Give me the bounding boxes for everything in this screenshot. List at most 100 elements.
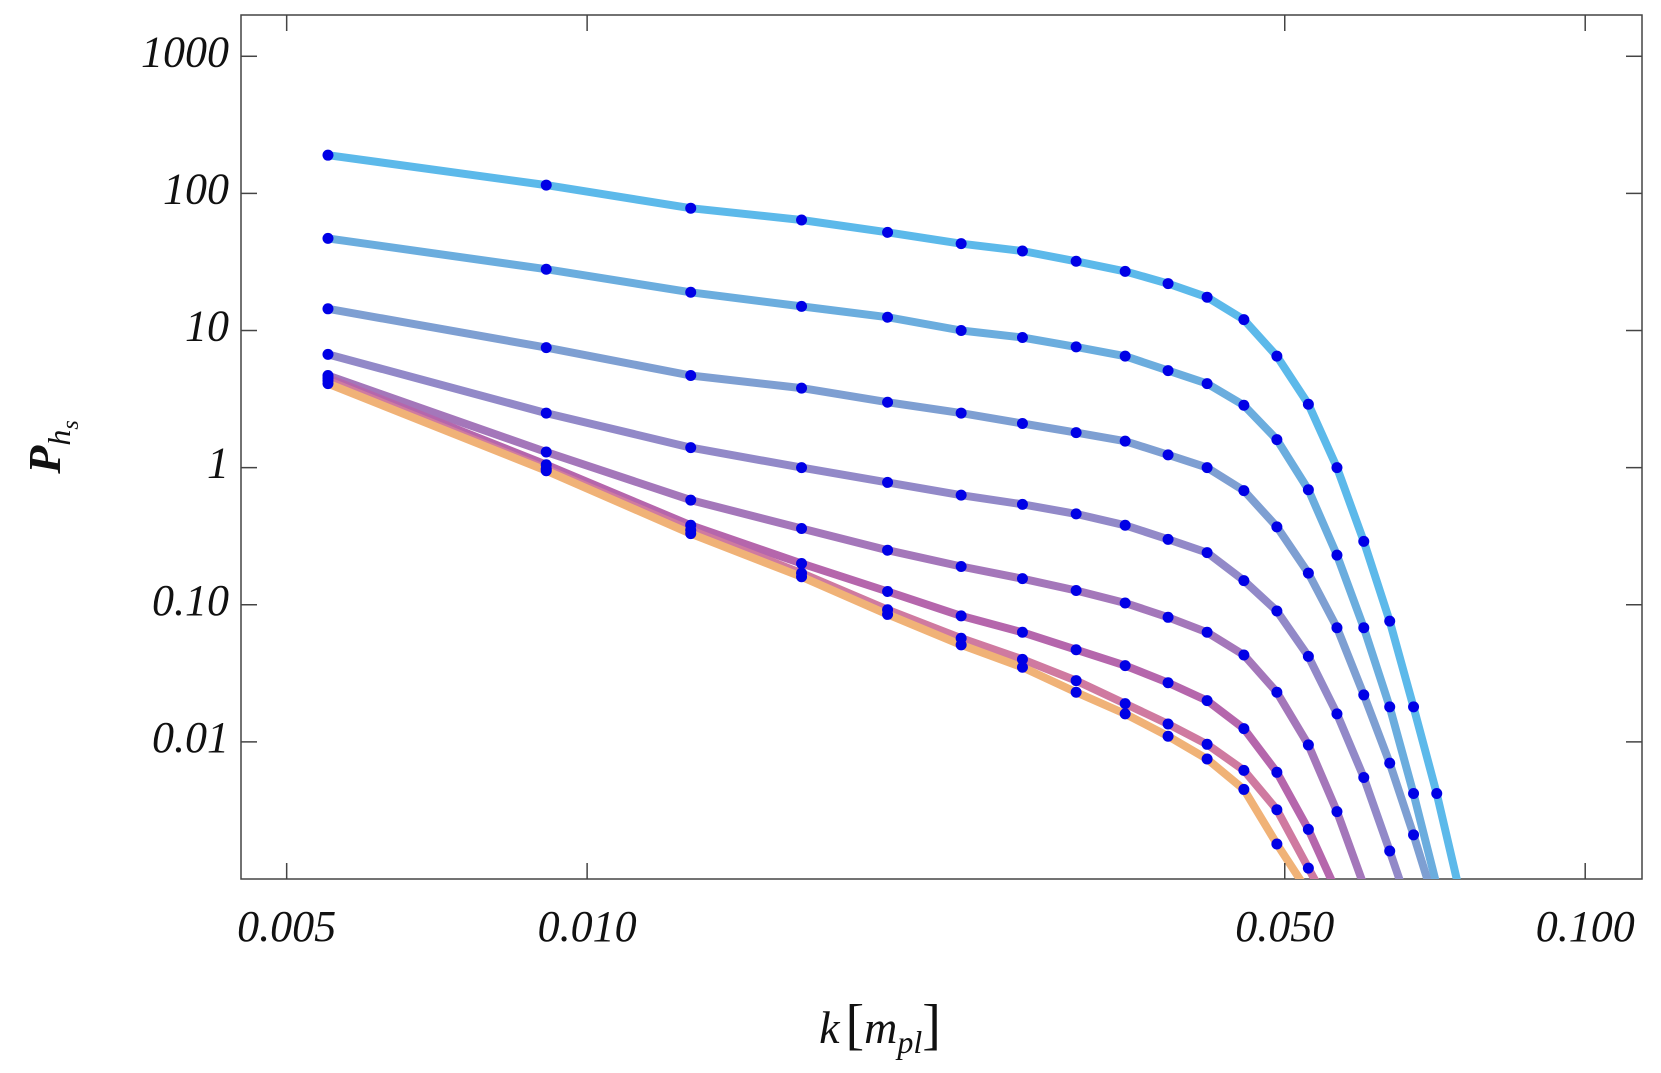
data-point	[1302, 823, 1314, 835]
data-point	[1119, 597, 1131, 609]
data-point	[1162, 278, 1174, 290]
data-point	[1302, 739, 1314, 751]
data-point	[1201, 291, 1213, 303]
series-line	[324, 371, 1366, 879]
data-point	[1162, 730, 1174, 742]
data-point	[1070, 585, 1082, 597]
data-point	[1271, 434, 1283, 446]
data-point	[540, 446, 552, 458]
data-point	[1016, 661, 1028, 673]
data-point	[1201, 378, 1213, 390]
x-axis-label: k [mpl]	[819, 994, 941, 1060]
data-point	[1302, 862, 1314, 874]
data-point	[1331, 622, 1343, 634]
data-point	[685, 369, 697, 381]
data-point	[955, 610, 967, 622]
data-point	[1238, 764, 1250, 776]
data-point	[955, 407, 967, 419]
data-point	[1119, 708, 1131, 720]
data-point	[540, 342, 552, 354]
data-point	[1016, 626, 1028, 638]
y-axis-label: Phs	[19, 420, 84, 474]
data-point	[1408, 829, 1420, 841]
data-point	[1238, 575, 1250, 587]
x-tick-label: 0.010	[538, 902, 637, 951]
data-point	[1070, 255, 1082, 267]
data-point	[1271, 350, 1283, 362]
data-point	[1238, 399, 1250, 411]
series-line	[324, 151, 1461, 879]
data-point	[1302, 484, 1314, 496]
data-point	[1358, 880, 1369, 891]
data-point	[1358, 689, 1370, 701]
data-point	[1358, 535, 1370, 547]
plot-area	[322, 149, 1464, 926]
data-point	[1431, 904, 1442, 915]
x-tick-label: 0.005	[237, 902, 336, 951]
data-point	[1201, 738, 1213, 750]
data-point	[1331, 887, 1342, 898]
series-line	[324, 350, 1404, 879]
data-point	[685, 494, 697, 506]
data-point	[955, 238, 967, 250]
data-point	[1271, 838, 1283, 850]
data-point	[1201, 547, 1213, 559]
data-point	[1358, 771, 1370, 783]
data-point	[1016, 653, 1028, 665]
series-line	[324, 379, 1305, 879]
data-point	[1384, 845, 1396, 857]
data-point	[1016, 417, 1028, 429]
data-point	[1238, 783, 1250, 795]
data-point	[540, 407, 552, 419]
data-point	[540, 179, 552, 191]
data-point	[1162, 449, 1174, 461]
data-point	[1070, 675, 1082, 687]
data-point	[1238, 314, 1250, 326]
series-line	[324, 374, 1336, 879]
data-point	[955, 639, 967, 651]
data-point	[955, 325, 967, 337]
data-point	[322, 232, 334, 244]
data-point	[322, 149, 334, 161]
data-point	[1119, 519, 1131, 531]
data-point	[1070, 644, 1082, 656]
data-point	[1271, 605, 1283, 617]
data-point	[1016, 245, 1028, 257]
data-point	[1331, 708, 1343, 720]
data-point	[1070, 686, 1082, 698]
data-point	[1384, 757, 1396, 769]
data-point	[1119, 265, 1131, 277]
y-tick-label: 10	[185, 302, 229, 351]
data-point	[1162, 533, 1174, 545]
data-point	[1408, 915, 1419, 926]
data-point	[882, 608, 894, 620]
data-point	[1162, 718, 1174, 730]
y-tick-label: 100	[163, 164, 229, 213]
data-point	[1119, 435, 1131, 447]
data-point	[1238, 723, 1250, 735]
data-point	[1070, 427, 1082, 439]
y-tick-label: 0.10	[152, 576, 229, 625]
data-point	[796, 522, 808, 534]
data-point	[1384, 615, 1396, 627]
data-point	[882, 585, 894, 597]
data-point	[540, 263, 552, 275]
data-point	[1271, 686, 1283, 698]
data-point	[685, 202, 697, 214]
data-point	[685, 528, 697, 540]
data-point	[1271, 766, 1283, 778]
data-point	[796, 571, 808, 583]
data-point	[1201, 695, 1213, 707]
data-point	[1238, 485, 1250, 497]
data-point	[796, 462, 808, 474]
data-point	[1201, 626, 1213, 638]
data-point	[882, 396, 894, 408]
data-point	[1162, 611, 1174, 623]
data-point	[1238, 649, 1250, 661]
data-point	[796, 557, 808, 569]
data-point	[1453, 880, 1464, 891]
data-point	[1384, 701, 1396, 713]
data-point	[796, 382, 808, 394]
data-point	[1119, 350, 1131, 362]
